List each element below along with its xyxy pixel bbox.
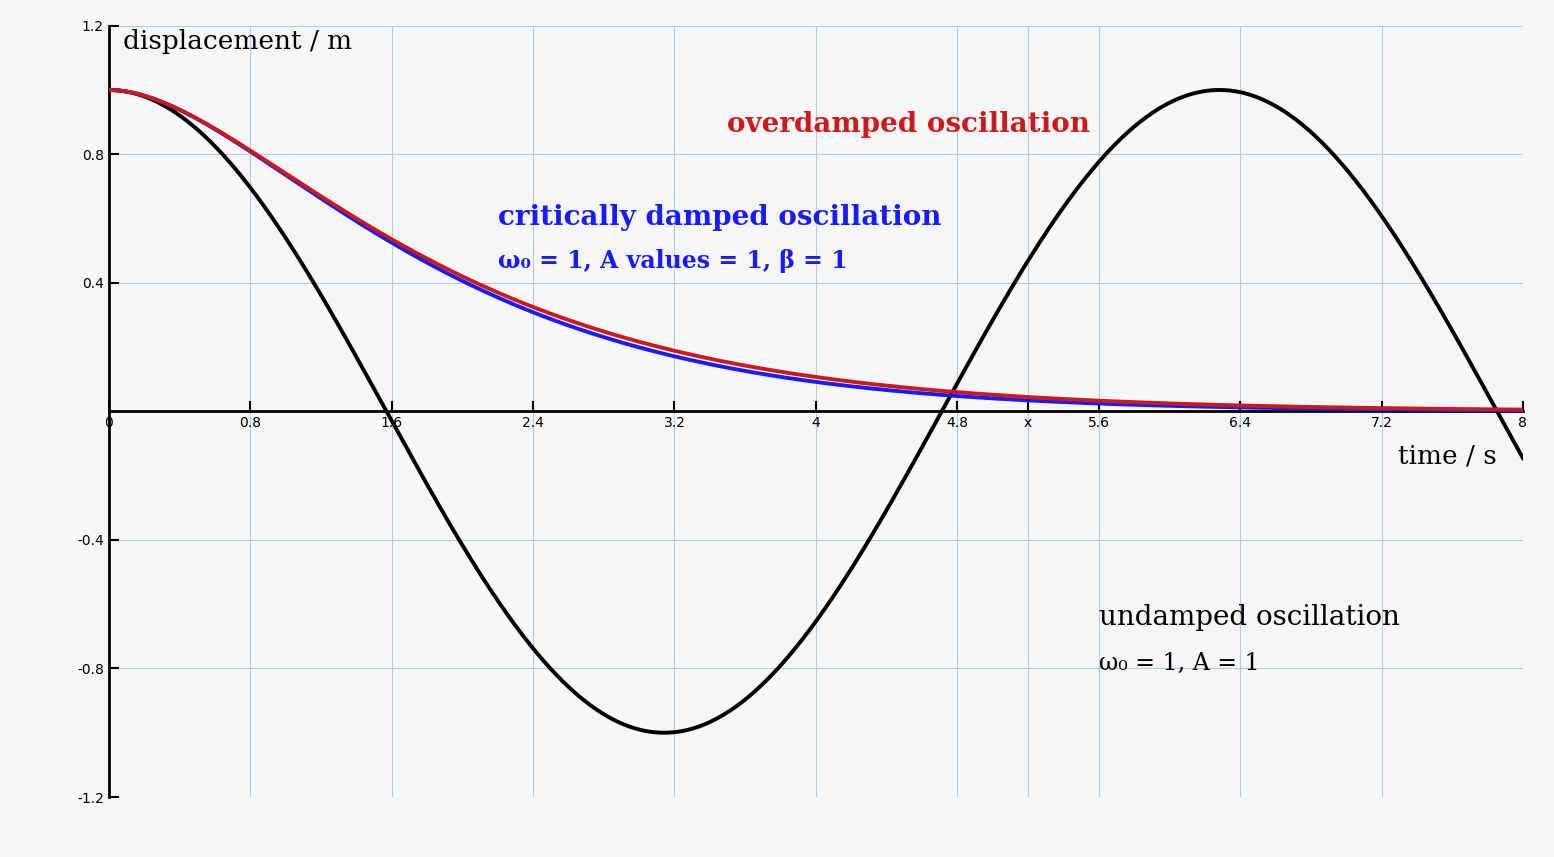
- Text: undamped oscillation: undamped oscillation: [1099, 604, 1400, 632]
- Text: ω₀ = 1, A = 1: ω₀ = 1, A = 1: [1099, 652, 1259, 675]
- Text: displacement / m: displacement / m: [123, 29, 353, 54]
- Text: time / s: time / s: [1397, 444, 1497, 469]
- Text: critically damped oscillation: critically damped oscillation: [497, 204, 942, 231]
- Text: overdamped oscillation: overdamped oscillation: [727, 111, 1091, 138]
- Text: ω₀ = 1, A values = 1, β = 1: ω₀ = 1, A values = 1, β = 1: [497, 249, 847, 273]
